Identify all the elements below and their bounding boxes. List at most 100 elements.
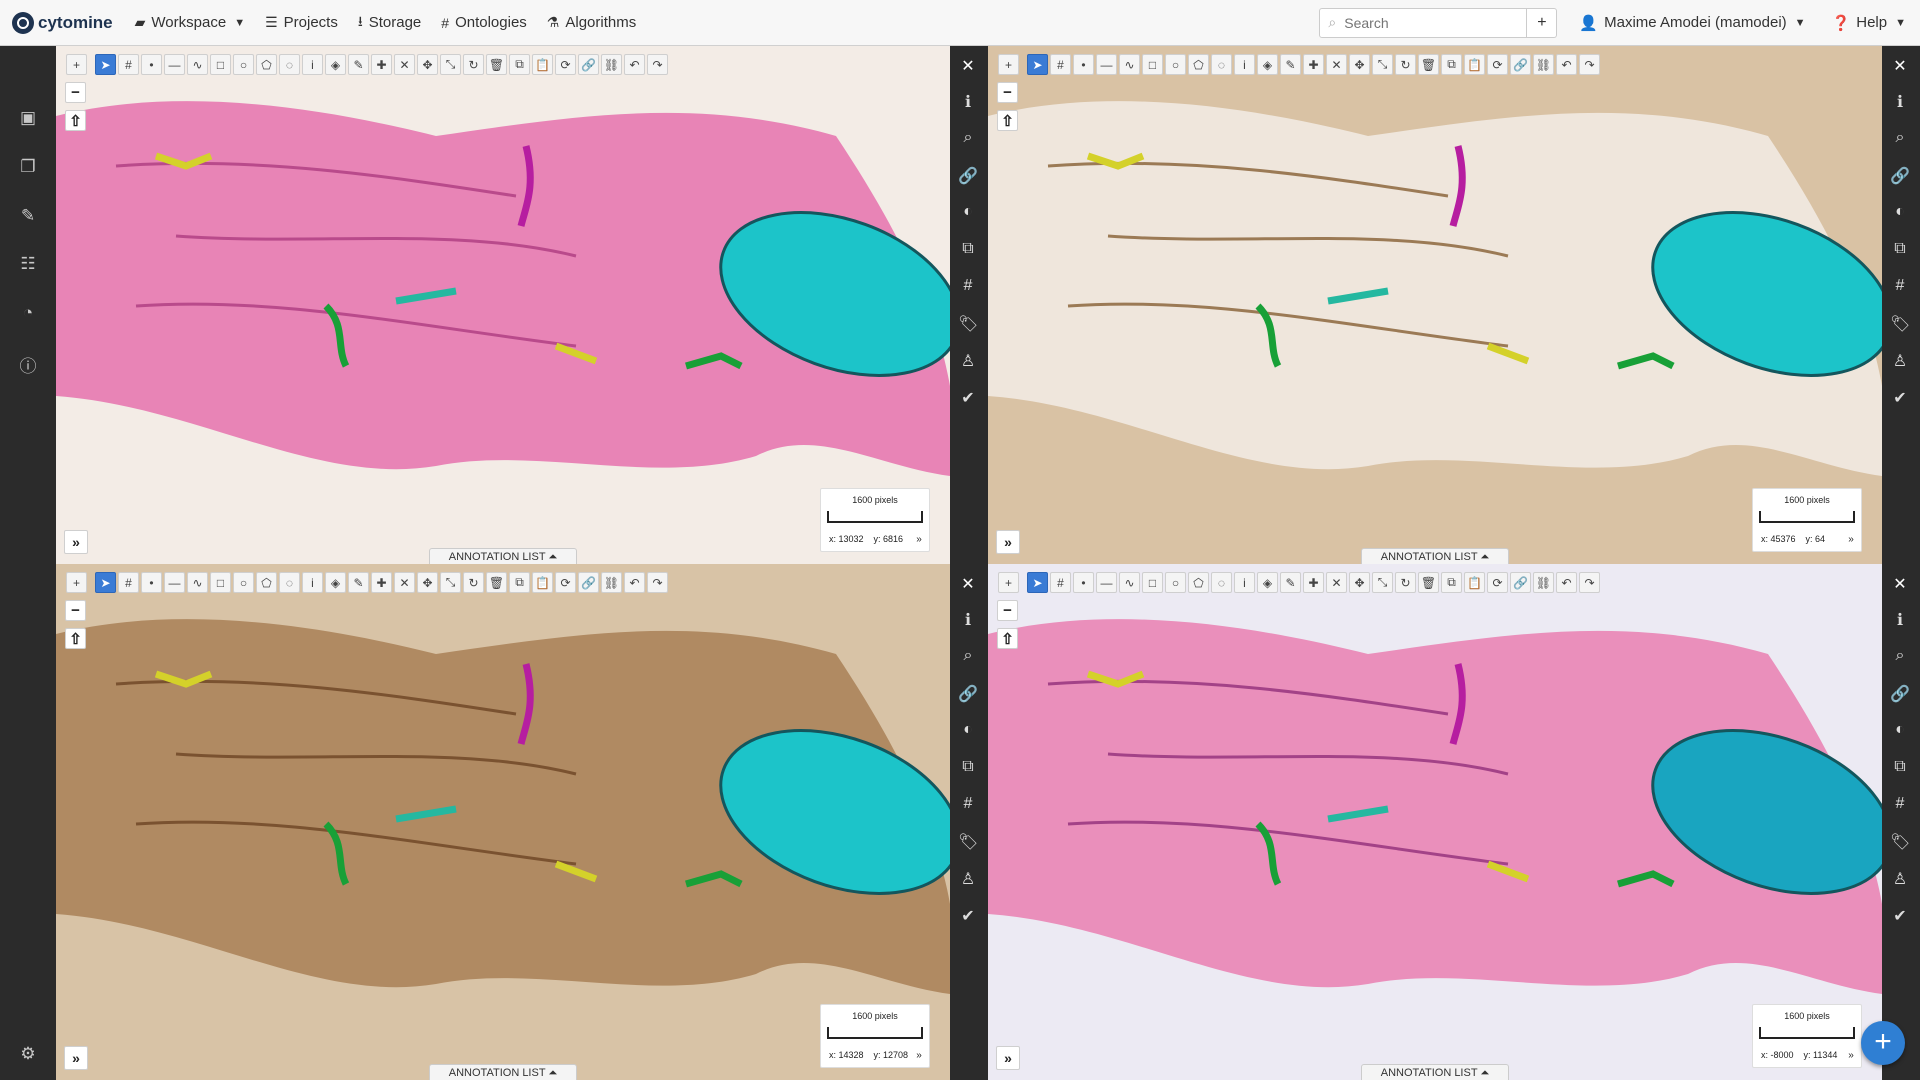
freehand-polygon-icon[interactable]: ◌ bbox=[279, 572, 300, 593]
redo-icon[interactable]: ↷ bbox=[647, 572, 668, 593]
hashtag-icon[interactable]: # bbox=[963, 277, 973, 294]
rotate-icon[interactable]: ↻ bbox=[463, 572, 484, 593]
viewer-4[interactable]: + ➤ # • — ∿ □ ○ ⬠ ◌ i ◈ ✎ ✚ ✕ ✥ ⤡ ↻ 🗑 ⧉ … bbox=[988, 564, 1882, 1080]
search-add-button[interactable]: + bbox=[1527, 7, 1558, 38]
person-icon[interactable]: ♙ bbox=[1892, 353, 1908, 370]
correct-add-icon[interactable]: ✚ bbox=[371, 54, 392, 75]
search-icon[interactable]: ⌕ bbox=[963, 129, 973, 146]
close-icon[interactable]: ✕ bbox=[958, 574, 978, 594]
point-icon[interactable]: • bbox=[141, 572, 162, 593]
rotate-icon[interactable]: ↻ bbox=[463, 54, 484, 75]
hashtag-icon[interactable]: # bbox=[1050, 572, 1071, 593]
contrast-icon[interactable]: ◐ bbox=[1895, 203, 1905, 220]
copy-icon[interactable]: ⧉ bbox=[1441, 54, 1462, 75]
delete-icon[interactable]: 🗑 bbox=[486, 54, 507, 75]
resize-icon[interactable]: ⤡ bbox=[1372, 572, 1393, 593]
rotate-up-icon[interactable]: ⇧ bbox=[65, 110, 86, 131]
coords-toggle-button[interactable]: » bbox=[1848, 534, 1854, 545]
tag-icon[interactable]: 🏷 bbox=[958, 316, 979, 333]
undo-icon[interactable]: ↶ bbox=[1556, 572, 1577, 593]
zoom-in-button[interactable]: + bbox=[998, 54, 1019, 75]
undo-icon[interactable]: ↶ bbox=[1556, 54, 1577, 75]
unlink-icon[interactable]: ⛓ bbox=[601, 54, 622, 75]
contrast-icon[interactable]: ◐ bbox=[963, 203, 973, 220]
point-icon[interactable]: • bbox=[1073, 572, 1094, 593]
rectangle-icon[interactable]: □ bbox=[210, 572, 231, 593]
freehand-line-icon[interactable]: ∿ bbox=[1119, 54, 1140, 75]
line-icon[interactable]: — bbox=[164, 572, 185, 593]
close-icon[interactable]: ✕ bbox=[958, 56, 978, 76]
resize-icon[interactable]: ⤡ bbox=[440, 572, 461, 593]
edit-icon[interactable]: ✎ bbox=[348, 572, 369, 593]
move-icon[interactable]: ✥ bbox=[1349, 572, 1370, 593]
hashtag-icon[interactable]: # bbox=[963, 795, 973, 812]
image-icon[interactable]: ▣ bbox=[19, 108, 37, 127]
repeat-icon[interactable]: ⟳ bbox=[555, 572, 576, 593]
paste-icon[interactable]: 📋 bbox=[532, 54, 553, 75]
dashboard-icon[interactable]: ◔ bbox=[22, 303, 34, 322]
search-field[interactable]: ⌕ bbox=[1319, 7, 1528, 38]
polygon-icon[interactable]: ⬠ bbox=[1188, 572, 1209, 593]
circle-icon[interactable]: ○ bbox=[1165, 54, 1186, 75]
move-icon[interactable]: ✥ bbox=[417, 572, 438, 593]
tasks-icon[interactable]: ☷ bbox=[20, 254, 36, 273]
brand[interactable]: cytomine bbox=[12, 11, 113, 34]
select-icon[interactable]: ➤ bbox=[1027, 572, 1048, 593]
repeat-icon[interactable]: ⟳ bbox=[1487, 572, 1508, 593]
paste-icon[interactable]: 📋 bbox=[1464, 572, 1485, 593]
resize-icon[interactable]: ⤡ bbox=[440, 54, 461, 75]
freehand-line-icon[interactable]: ∿ bbox=[1119, 572, 1140, 593]
coords-toggle-button[interactable]: » bbox=[1848, 1050, 1854, 1061]
point-icon[interactable]: • bbox=[1073, 54, 1094, 75]
tag-icon[interactable]: 🏷 bbox=[1890, 316, 1911, 333]
viewer-1[interactable]: + ➤ # • — ∿ □ ○ ⬠ ◌ i ◈ ✎ ✚ ✕ ✥ ⤡ ↻ 🗑 ⧉ … bbox=[56, 46, 950, 564]
info-icon[interactable]: i bbox=[302, 572, 323, 593]
link-icon[interactable]: 🔗 bbox=[958, 168, 978, 185]
search-icon[interactable]: ⌕ bbox=[1895, 129, 1905, 146]
tag-icon[interactable]: 🏷 bbox=[1890, 834, 1911, 851]
zoom-in-button[interactable]: + bbox=[66, 572, 87, 593]
repeat-icon[interactable]: ⟳ bbox=[555, 54, 576, 75]
zoom-out-button[interactable]: − bbox=[65, 600, 86, 621]
help-menu[interactable]: ❓ Help ▼ bbox=[1832, 14, 1906, 32]
paste-icon[interactable]: 📋 bbox=[1464, 54, 1485, 75]
correct-add-icon[interactable]: ✚ bbox=[1303, 54, 1324, 75]
correct-add-icon[interactable]: ✚ bbox=[371, 572, 392, 593]
check-icon[interactable]: ✔ bbox=[1893, 908, 1907, 925]
line-icon[interactable]: — bbox=[164, 54, 185, 75]
select-icon[interactable]: ➤ bbox=[95, 572, 116, 593]
redo-icon[interactable]: ↷ bbox=[1579, 54, 1600, 75]
zoom-out-button[interactable]: − bbox=[65, 82, 86, 103]
freehand-polygon-icon[interactable]: ◌ bbox=[279, 54, 300, 75]
zoom-out-button[interactable]: − bbox=[997, 82, 1018, 103]
nav-workspace[interactable]: ▰ Workspace ▼ bbox=[135, 14, 245, 31]
hashtag-icon[interactable]: # bbox=[1050, 54, 1071, 75]
info-icon[interactable]: i bbox=[302, 54, 323, 75]
viewer-2[interactable]: + ➤ # • — ∿ □ ○ ⬠ ◌ i ◈ ✎ ✚ ✕ ✥ ⤡ ↻ 🗑 ⧉ … bbox=[988, 46, 1882, 564]
info-icon[interactable]: i bbox=[1234, 572, 1255, 593]
edit-icon[interactable]: ✎ bbox=[1280, 572, 1301, 593]
move-icon[interactable]: ✥ bbox=[1349, 54, 1370, 75]
edit-icon[interactable]: ✎ bbox=[348, 54, 369, 75]
delete-icon[interactable]: 🗑 bbox=[486, 572, 507, 593]
nav-storage[interactable]: ⭳ Storage bbox=[358, 11, 421, 35]
rotate-up-icon[interactable]: ⇧ bbox=[997, 110, 1018, 131]
circle-icon[interactable]: ○ bbox=[233, 572, 254, 593]
freehand-polygon-icon[interactable]: ◌ bbox=[1211, 572, 1232, 593]
redo-icon[interactable]: ↷ bbox=[647, 54, 668, 75]
viewer-3[interactable]: + ➤ # • — ∿ □ ○ ⬠ ◌ i ◈ ✎ ✚ ✕ ✥ ⤡ ↻ 🗑 ⧉ … bbox=[56, 564, 950, 1080]
info-icon[interactable]: ℹ bbox=[1896, 612, 1904, 629]
search-icon[interactable]: ⌕ bbox=[963, 647, 973, 664]
link-icon[interactable]: 🔗 bbox=[1890, 686, 1910, 703]
circle-icon[interactable]: ○ bbox=[233, 54, 254, 75]
undo-icon[interactable]: ↶ bbox=[624, 54, 645, 75]
select-icon[interactable]: ➤ bbox=[1027, 54, 1048, 75]
copy-icon[interactable]: ⧉ bbox=[962, 240, 974, 257]
point-icon[interactable]: • bbox=[141, 54, 162, 75]
user-menu[interactable]: 👤 Maxime Amodei (mamodei) ▼ bbox=[1579, 14, 1805, 32]
rectangle-icon[interactable]: □ bbox=[1142, 572, 1163, 593]
edit-icon[interactable]: ✎ bbox=[1280, 54, 1301, 75]
info-icon[interactable]: ℹ bbox=[1896, 94, 1904, 111]
info-icon[interactable]: ℹ bbox=[964, 94, 972, 111]
add-viewer-button[interactable]: + bbox=[1861, 1021, 1905, 1065]
